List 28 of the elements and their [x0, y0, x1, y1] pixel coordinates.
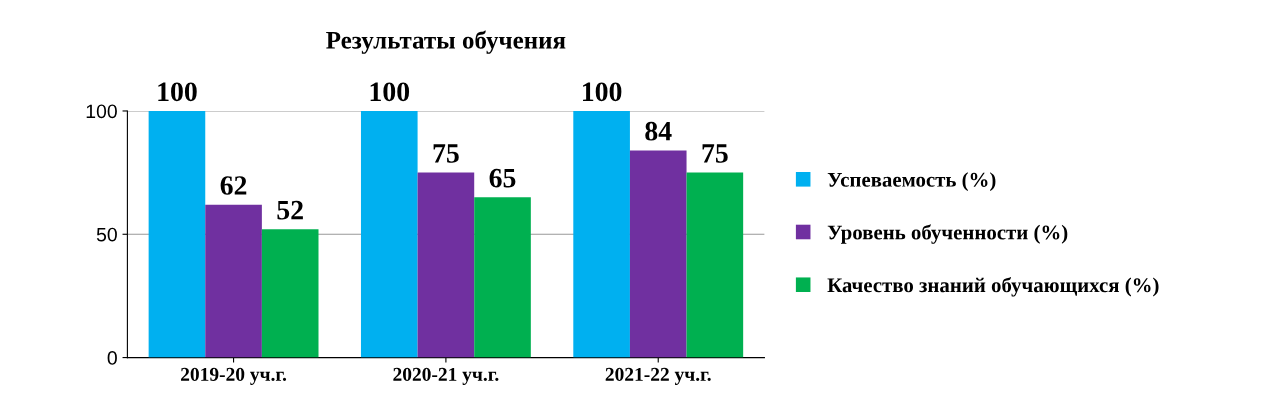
bar	[360, 110, 418, 358]
data-label: 62	[220, 176, 247, 195]
data-label: 75	[433, 144, 459, 163]
x-tick-label: 2021-22 уч.г.	[605, 367, 711, 385]
x-tick-label: 2020-21 уч.г.	[393, 367, 499, 385]
bar	[629, 150, 687, 358]
bar	[148, 110, 206, 358]
data-label: 52	[277, 200, 303, 220]
data-label: 75	[702, 144, 728, 163]
bar	[261, 229, 319, 358]
data-label: 100	[158, 82, 197, 102]
legend-label: Уровень обученности (%)	[827, 224, 1068, 244]
y-tick-label: 100	[86, 104, 117, 119]
legend-label: Качество знаний обучающихся (%)	[827, 277, 1159, 297]
bar	[573, 110, 630, 358]
data-label: 84	[645, 121, 672, 141]
bar	[205, 204, 262, 358]
data-label: 65	[489, 168, 516, 188]
y-tick-label: 50	[96, 227, 117, 242]
data-label: 100	[370, 82, 410, 102]
bar	[686, 172, 744, 358]
bar	[417, 172, 475, 358]
x-tick-label: 2019-20 уч.г.	[181, 367, 287, 385]
chart-title: Результаты обучения	[326, 30, 566, 54]
data-label: 100	[583, 82, 622, 102]
y-tick-label: 0	[107, 351, 117, 365]
legend-label: Успеваемость (%)	[827, 172, 996, 192]
bar	[474, 197, 531, 358]
